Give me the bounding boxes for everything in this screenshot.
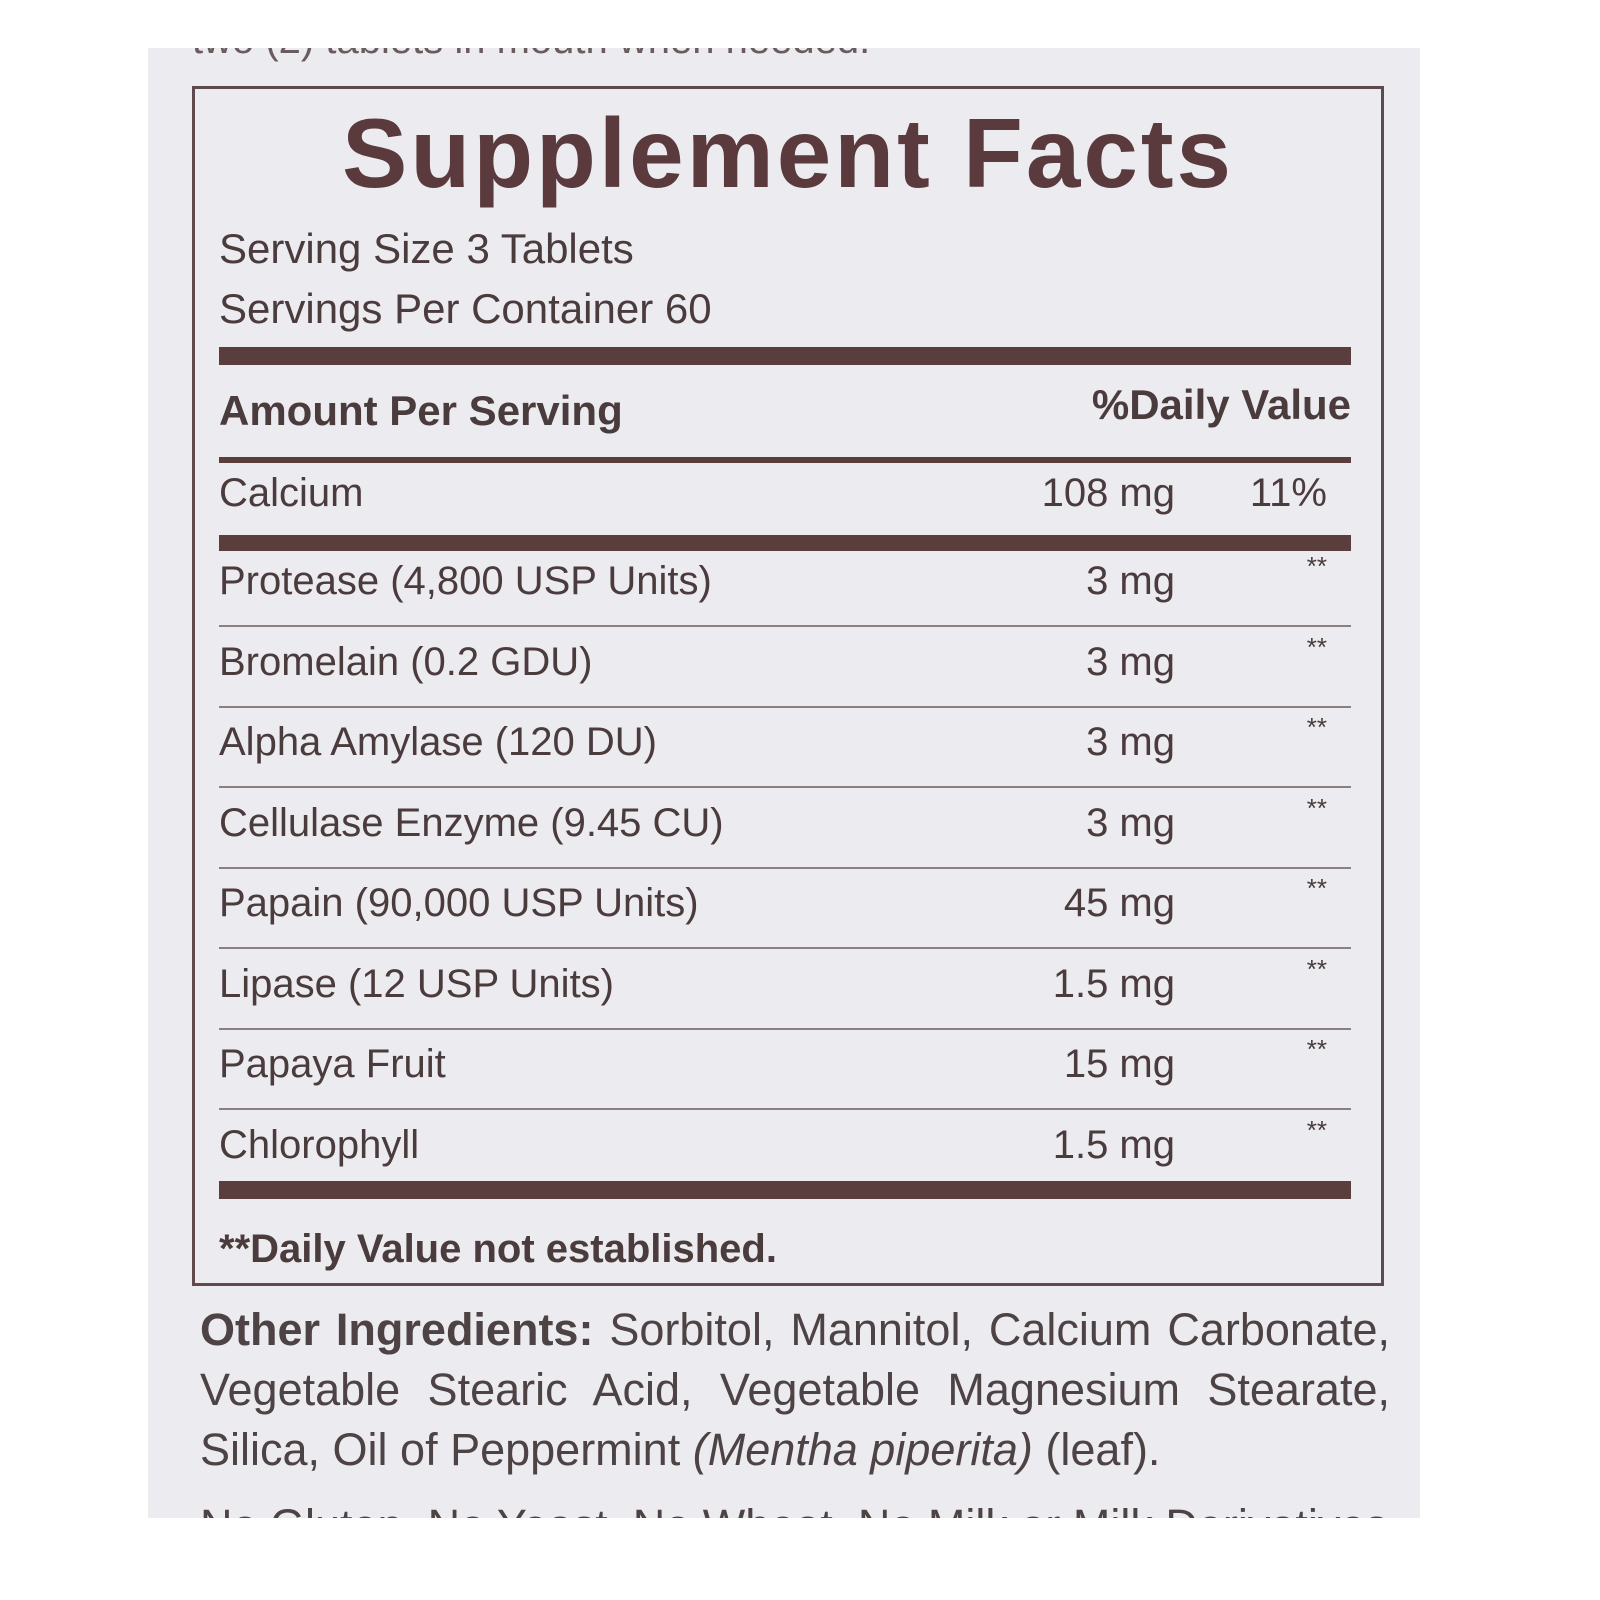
- daily-value: **: [1306, 551, 1327, 581]
- daily-value: **: [1306, 1114, 1327, 1145]
- nutrient-name: Bromelain (0.2 GDU): [219, 639, 593, 684]
- amount: 108 mg: [1041, 471, 1175, 515]
- row-separator: [219, 1027, 1351, 1030]
- amount: 3 mg: [1086, 639, 1175, 684]
- nutrient-name: Cellulase Enzyme (9.45 CU): [219, 800, 724, 845]
- nutrient-name: Chlorophyll: [219, 1122, 420, 1167]
- serving-size: Serving Size 3 Tablets: [219, 225, 634, 272]
- footnote: **Daily Value not established.: [219, 1227, 777, 1271]
- amount: 15 mg: [1063, 1042, 1175, 1086]
- rule: [219, 1180, 1351, 1199]
- amount: 3 mg: [1086, 559, 1175, 603]
- nutrient-name: Papaya Fruit: [219, 1042, 446, 1086]
- header-fragment: two (2) tablets in mouth when needed.: [192, 48, 870, 63]
- rule: [219, 347, 1351, 365]
- daily-value: 11%: [1249, 471, 1327, 515]
- daily-value: **: [1306, 631, 1327, 662]
- footer-fragment: No Gluten, No Yeast, No Wheat, No Milk o…: [200, 1500, 1388, 1518]
- other-ingredients: Other Ingredients: Sorbitol, Mannitol, C…: [200, 1300, 1390, 1480]
- nutrient-name: Papain (90,000 USP Units): [219, 881, 699, 925]
- row-separator: [219, 705, 1351, 708]
- amount: 1.5 mg: [1052, 1122, 1175, 1167]
- row-separator: [219, 866, 1351, 869]
- row-separator: [219, 625, 1351, 627]
- supplement-panel: Supplement Facts Serving Size 3 Tablets …: [192, 86, 1384, 1286]
- other-ingredients-tail: (leaf).: [1045, 1424, 1161, 1475]
- nutrient-name: Lipase (12 USP Units): [219, 961, 614, 1006]
- row-separator: [219, 947, 1351, 949]
- servings-per-container: Servings Per Container 60: [219, 285, 712, 332]
- rule: [219, 535, 1351, 551]
- daily-value: **: [1306, 712, 1327, 742]
- amount: 45 mg: [1063, 881, 1175, 925]
- nutrient-name: Protease (4,800 USP Units): [219, 559, 712, 603]
- nutrient-name: Alpha Amylase (120 DU): [219, 720, 657, 764]
- row-separator: [219, 1108, 1351, 1110]
- amount: 1.5 mg: [1052, 961, 1175, 1006]
- row-separator: [219, 786, 1351, 788]
- daily-value: **: [1306, 873, 1327, 903]
- title: Supplement Facts: [341, 98, 1235, 208]
- latin-name: (Mentha piperita): [692, 1424, 1033, 1475]
- amount: 3 mg: [1086, 720, 1175, 764]
- other-ingredients-text: Sorbitol, Mannitol, Calcium Carbonate, V…: [200, 1304, 1390, 1475]
- label: two (2) tablets in mouth when needed. Su…: [148, 48, 1420, 1518]
- nutrient-name: Calcium: [219, 471, 364, 515]
- rule: [219, 457, 1351, 463]
- amount: 3 mg: [1086, 800, 1175, 845]
- daily-value: **: [1306, 1034, 1327, 1064]
- daily-value: **: [1306, 792, 1327, 823]
- daily-value: **: [1306, 953, 1327, 984]
- column-header: %Daily Value: [1091, 381, 1351, 428]
- other-ingredients-label: Other Ingredients:: [200, 1304, 594, 1355]
- column-header: Amount Per Serving: [219, 387, 623, 434]
